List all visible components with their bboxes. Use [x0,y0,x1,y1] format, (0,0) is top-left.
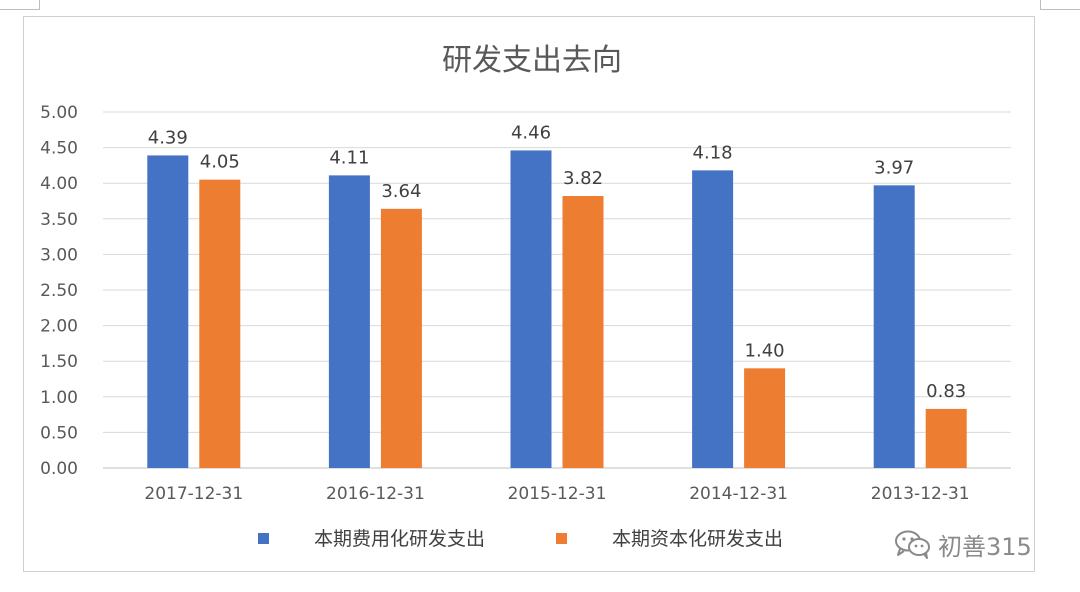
x-tick-label: 2013-12-31 [871,484,970,504]
y-tick-label: 1.00 [40,388,78,408]
bar-capitalized-2013-12-31 [925,408,967,468]
x-tick-label: 2016-12-31 [326,484,425,504]
y-tick-label: 0.50 [40,423,78,443]
y-tick-label: 4.00 [40,174,78,194]
y-tick-label: 2.50 [40,281,78,301]
data-label: 4.39 [148,127,188,148]
x-axis-ticks: 2017-12-31 2016-12-31 2015-12-31 2014-12-31… [144,484,969,504]
bars [147,150,967,469]
gridlines [103,111,1011,469]
y-tick-label: 1.50 [40,352,78,372]
bar-capitalized-2014-12-31 [744,368,786,468]
data-label: 4.11 [329,147,369,168]
bar-capitalized-2016-12-31 [380,208,422,468]
bar-expensed-2015-12-31 [510,150,552,468]
bar-capitalized-2015-12-31 [562,196,604,469]
x-tick-label: 2014-12-31 [689,484,788,504]
data-label: 4.46 [511,122,551,143]
watermark: 初善315 [894,526,1032,562]
legend-label: 本期资本化研发支出 [612,528,783,550]
data-label: 3.64 [381,181,421,202]
chart-title: 研发支出去向 [442,43,622,78]
x-tick-label: 2015-12-31 [508,484,607,504]
y-tick-label: 3.00 [40,245,78,265]
data-label: 4.18 [693,142,733,163]
legend: 本期费用化研发支出 本期资本化研发支出 [258,528,783,550]
wechat-icon [894,529,932,559]
legend-swatch [258,533,269,544]
y-tick-label: 0.00 [40,459,78,479]
y-tick-label: 2.00 [40,317,78,337]
data-label: 3.82 [563,168,603,189]
bar-capitalized-2017-12-31 [199,179,241,468]
y-tick-label: 3.50 [40,210,78,230]
corner-mark-left [0,0,40,10]
y-tick-label: 4.50 [40,139,78,159]
data-label: 0.83 [926,381,966,402]
bar-expensed-2014-12-31 [692,170,734,468]
data-labels: 4.39 4.05 4.11 3.64 4.46 3.82 4.18 1.40 3.97 0.83 [148,122,966,401]
chart-frame [23,16,1035,572]
y-axis-ticks: 0.00 0.50 1.00 1.50 2.00 2.50 3.00 3.50 4.00 4.50… [40,103,78,479]
bar-expensed-2016-12-31 [328,175,370,469]
watermark-text: 初善315 [938,532,1032,561]
y-tick-label: 5.00 [40,103,78,123]
data-label: 1.40 [745,340,785,361]
bar-expensed-2017-12-31 [147,155,189,468]
x-tick-label: 2017-12-31 [144,484,243,504]
bar-expensed-2013-12-31 [873,185,915,468]
legend-label: 本期费用化研发支出 [314,528,485,550]
corner-mark-right [1040,0,1080,10]
legend-swatch [556,533,567,544]
data-label: 4.05 [200,152,240,173]
data-label: 3.97 [874,157,914,178]
